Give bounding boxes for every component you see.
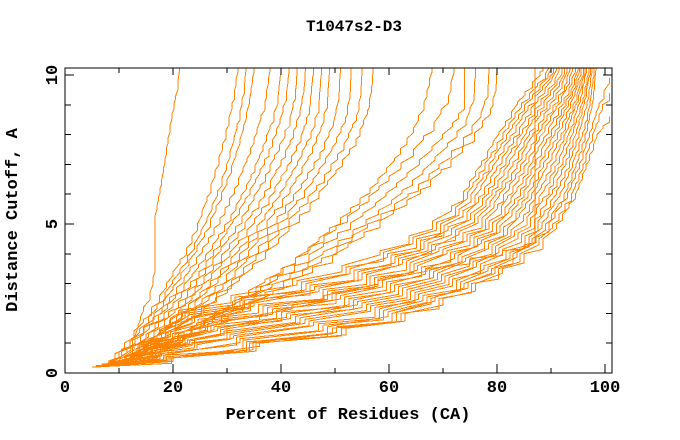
model-curve xyxy=(113,68,282,362)
model-curve xyxy=(116,68,290,361)
model-curve xyxy=(137,68,498,358)
model-curve xyxy=(124,68,568,362)
model-curve xyxy=(118,68,298,361)
model-curve xyxy=(121,68,306,359)
model-curve xyxy=(99,68,595,367)
x-tick-label: 80 xyxy=(487,379,507,398)
model-curve xyxy=(108,68,271,362)
axis-frame xyxy=(64,67,613,374)
model-curve xyxy=(105,68,239,365)
axis-ticks xyxy=(64,68,612,374)
model-curve xyxy=(131,68,557,360)
axis-tick-labels: 0 20 40 60 80 100 0 5 10 xyxy=(44,65,620,398)
x-tick-label: 100 xyxy=(590,379,621,398)
y-tick-label: 10 xyxy=(44,65,63,85)
model-curve xyxy=(101,68,593,365)
model-curve xyxy=(135,68,552,360)
model-curve xyxy=(105,68,590,365)
model-curve xyxy=(97,68,597,368)
model-curve xyxy=(139,68,544,359)
model-curve xyxy=(109,68,586,364)
model-curve xyxy=(132,68,476,359)
plot-title: T1047s2-D3 xyxy=(306,18,402,36)
y-tick-label: 0 xyxy=(44,368,63,378)
model-curve xyxy=(110,68,584,365)
model-curve xyxy=(107,68,588,365)
x-tick-label: 20 xyxy=(163,379,183,398)
x-tick-label: 60 xyxy=(379,379,399,398)
model-curve xyxy=(134,68,352,356)
model-curve xyxy=(91,116,610,368)
model-curve xyxy=(127,68,563,361)
model-curve xyxy=(122,68,571,361)
x-axis-label: Percent of Residues (CA) xyxy=(226,406,471,425)
y-axis-label: Distance Cutoff, A xyxy=(4,127,23,311)
model-curve xyxy=(116,68,579,364)
model-curve xyxy=(103,68,591,367)
x-tick-label: 40 xyxy=(271,379,291,398)
x-tick-label: 0 xyxy=(60,379,70,398)
model-curve xyxy=(124,68,180,364)
model-curves-group xyxy=(91,68,610,368)
model-curve xyxy=(137,68,549,359)
model-curve xyxy=(137,68,363,355)
model-curve xyxy=(135,68,490,358)
model-curve xyxy=(129,68,560,359)
model-curve xyxy=(140,68,374,355)
model-curve xyxy=(133,68,555,359)
model-curve xyxy=(114,68,581,362)
model-curve xyxy=(125,68,565,361)
model-curve xyxy=(107,68,247,364)
model-curve xyxy=(118,68,576,362)
model-curve xyxy=(94,92,610,368)
y-tick-label: 5 xyxy=(44,219,63,229)
model-curve xyxy=(110,68,255,364)
